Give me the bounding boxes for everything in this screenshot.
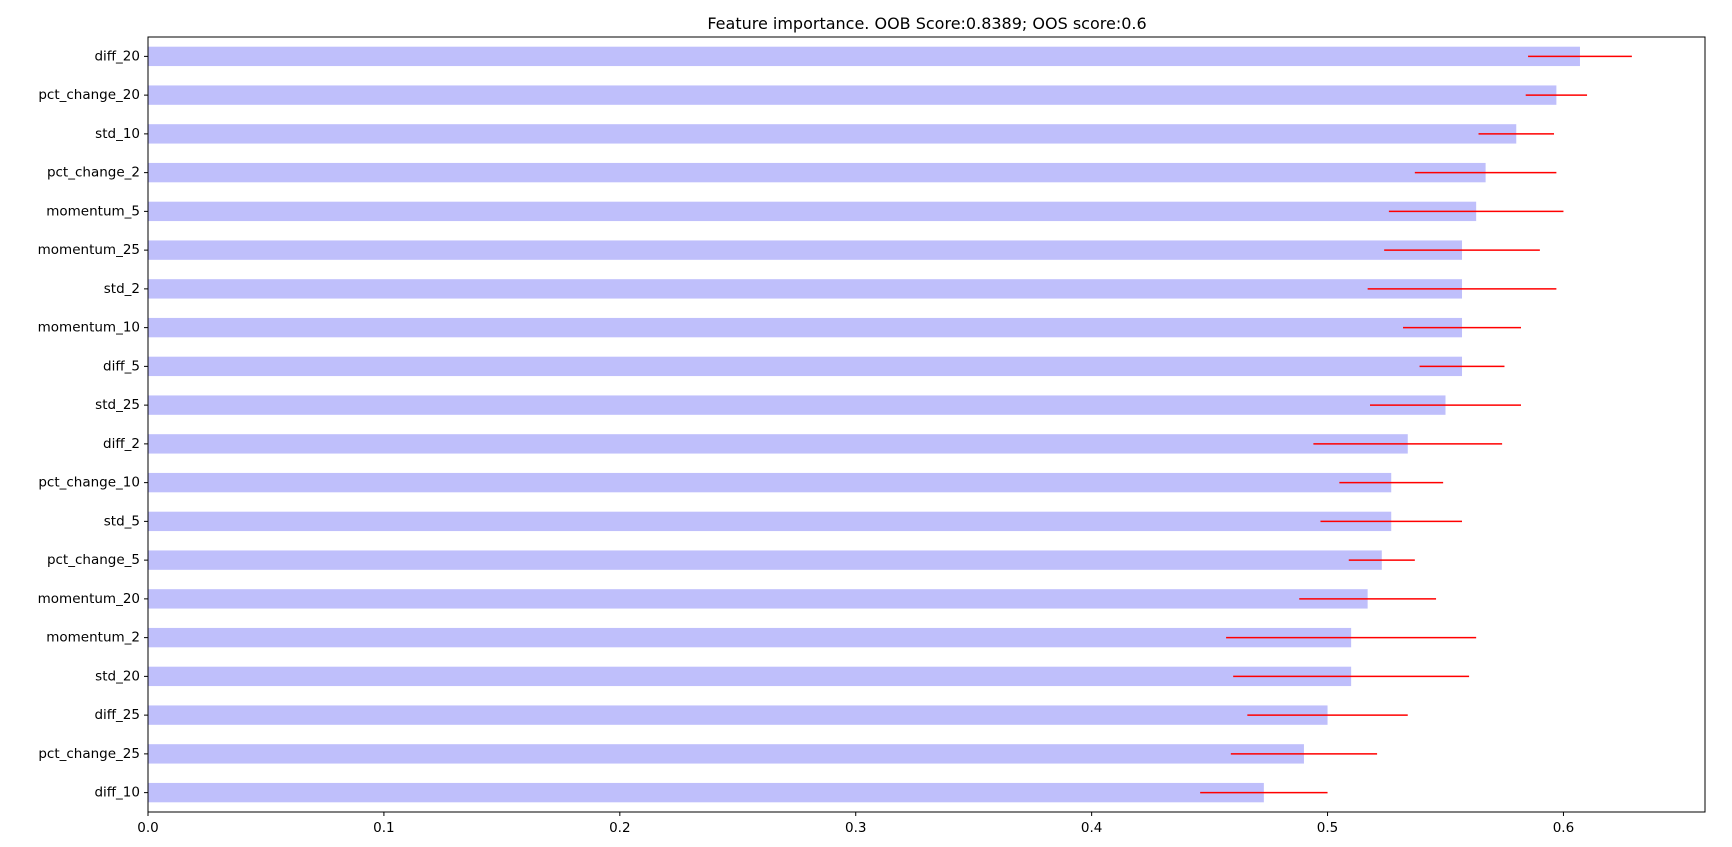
- x-tick-label: 0.3: [845, 820, 866, 836]
- bar-momentum_2: [148, 627, 1352, 648]
- y-tick-label: diff_5: [103, 358, 140, 374]
- y-tick-label: pct_change_20: [38, 87, 140, 103]
- bar-std_25: [148, 395, 1446, 415]
- bar-diff_20: [148, 46, 1580, 67]
- y-tick-label: std_5: [104, 513, 140, 529]
- bar-momentum_5: [148, 201, 1477, 222]
- bar-std_2: [148, 279, 1463, 299]
- y-tick-label: diff_25: [94, 707, 140, 723]
- y-tick-label: pct_change_25: [38, 746, 140, 762]
- x-tick-label: 0.6: [1553, 820, 1574, 836]
- bar-diff_10: [148, 782, 1264, 803]
- y-tick-label: std_25: [95, 397, 140, 413]
- chart-title: Feature importance. OOB Score:0.8389; OO…: [707, 14, 1146, 33]
- x-tick-label: 0.2: [609, 820, 630, 836]
- y-tick-label: momentum_10: [38, 320, 140, 336]
- y-tick-label: momentum_20: [38, 591, 140, 607]
- plot-area-frame: [147, 36, 1706, 813]
- bar-pct_change_25: [148, 744, 1304, 764]
- bars-group: [148, 46, 1580, 803]
- y-tick-label: diff_2: [103, 436, 140, 452]
- y-tick-label: diff_20: [94, 48, 140, 64]
- y-tick-label: std_2: [104, 281, 140, 297]
- bar-pct_change_20: [148, 85, 1557, 105]
- y-tick-label: pct_change_2: [47, 165, 140, 181]
- bar-pct_change_5: [148, 550, 1382, 570]
- y-tick-label: std_10: [95, 126, 140, 142]
- y-tick-label: std_20: [95, 668, 140, 684]
- y-tick-label: diff_10: [94, 785, 140, 801]
- bar-diff_2: [148, 434, 1408, 454]
- bar-pct_change_2: [148, 162, 1486, 183]
- x-tick-label: 0.5: [1317, 820, 1338, 836]
- bar-std_5: [148, 511, 1392, 532]
- bar-std_20: [148, 666, 1352, 687]
- error-bars-group: [1200, 55, 1632, 794]
- bar-momentum_10: [148, 317, 1463, 338]
- x-tick-label: 0.4: [1081, 820, 1102, 836]
- y-tick-label: momentum_25: [38, 242, 140, 258]
- x-tick-label: 0.1: [373, 820, 394, 836]
- bar-momentum_25: [148, 240, 1463, 260]
- y-tick-label: momentum_5: [46, 203, 140, 219]
- y-tick-label: pct_change_5: [47, 552, 140, 568]
- x-axis: 0.0 0.1 0.2 0.3 0.4 0.5 0.6: [137, 812, 1574, 836]
- bar-std_10: [148, 124, 1517, 144]
- y-tick-label: pct_change_10: [38, 475, 140, 491]
- x-tick-label: 0.0: [137, 820, 158, 836]
- bar-pct_change_10: [148, 472, 1392, 493]
- y-tick-label: momentum_2: [46, 630, 140, 646]
- y-axis: diff_20 pct_change_20 std_10 pct_change_2mo…: [38, 48, 148, 801]
- bar-diff_25: [148, 705, 1328, 725]
- bar-diff_5: [148, 356, 1463, 377]
- bar-momentum_20: [148, 589, 1368, 609]
